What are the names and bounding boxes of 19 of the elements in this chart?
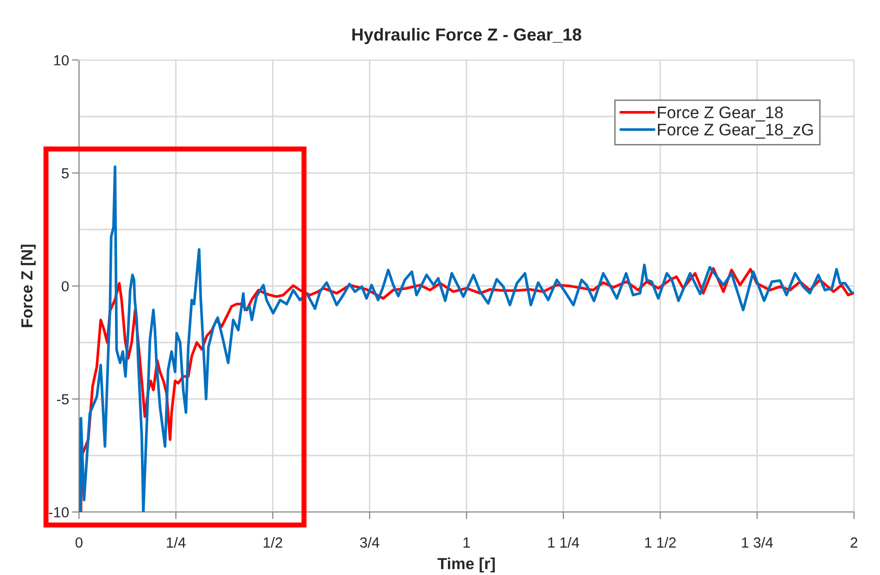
x-tick-label: 1 <box>464 538 470 548</box>
x-tick-label: 1/2 <box>264 537 282 548</box>
legend-label: Force Z Gear_18 <box>658 106 783 122</box>
y-tick-label: 5 <box>62 168 69 178</box>
x-tick-label: 2 <box>850 537 858 548</box>
x-tick-label: 1/4 <box>166 537 186 548</box>
y-tick-label: -10 <box>48 507 69 518</box>
y-tick-label: 10 <box>54 55 69 66</box>
y-axis-title: Force Z [N] <box>20 244 36 328</box>
y-tick-label: -5 <box>56 394 69 404</box>
x-axis-title: Time [r] <box>438 558 495 572</box>
x-tick-label: 1 3/4 <box>742 537 773 548</box>
x-tick-label: 3/4 <box>360 537 380 548</box>
chart-title: Hydraulic Force Z - Gear_18 <box>352 28 582 44</box>
legend-label: Force Z Gear_18_zG <box>658 124 813 139</box>
x-tick-label: 1 1/4 <box>548 537 580 548</box>
x-tick-label: 0 <box>76 537 82 548</box>
y-tick-label: 0 <box>62 281 69 292</box>
x-tick-label: 1 1/2 <box>645 537 676 548</box>
